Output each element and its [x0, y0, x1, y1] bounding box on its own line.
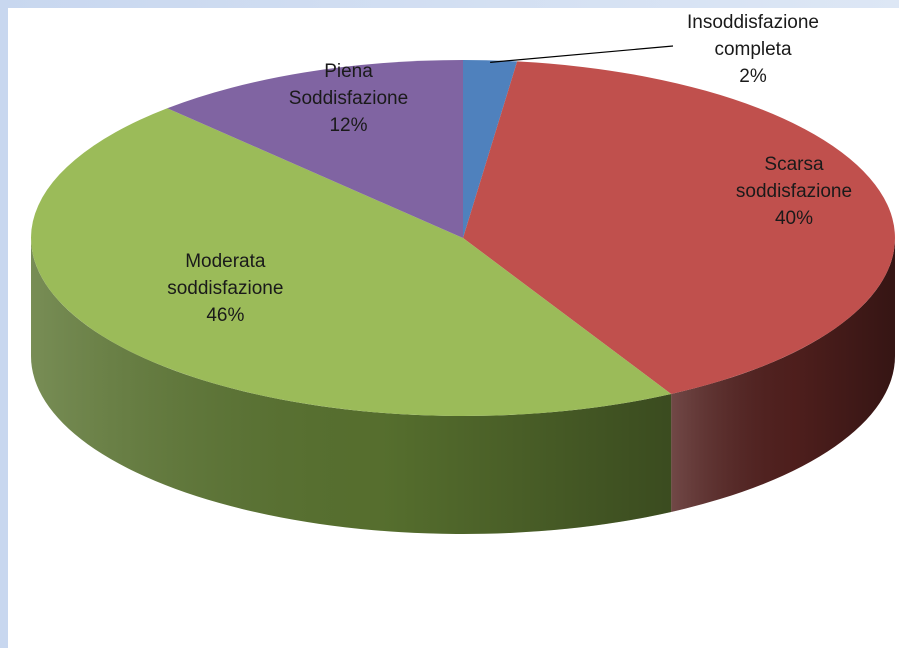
slice-name-label-2: soddisfazione	[167, 278, 283, 299]
pie-tops	[30, 60, 895, 417]
pie-slice-3	[167, 60, 464, 238]
pie-leader-lines	[490, 45, 674, 63]
leader-line-0	[490, 45, 674, 63]
pie-side-1	[671, 238, 895, 512]
slice-name-label-1: Scarsa	[764, 154, 824, 175]
slice-name-label-0: Insoddisfazione	[687, 12, 819, 33]
slice-name-label-3: Soddisfazione	[289, 88, 408, 109]
pie-chart: Insoddisfazione completa 2% Scarsa soddisfaz…	[30, 12, 895, 534]
slice-name-label-3: Piena	[324, 61, 373, 82]
chart-area: Insoddisfazione completa 2% Scarsa soddisfaz…	[8, 8, 899, 648]
pie-labels: Insoddisfazione completa 2% Scarsa soddisfaz…	[167, 12, 852, 326]
slice-name-label-1: soddisfazione	[736, 181, 852, 202]
slice-name-label-0: completa	[714, 39, 792, 60]
slice-percent-label-0: 2%	[739, 66, 767, 87]
pie-side-2	[31, 238, 672, 534]
slice-name-label-2: Moderata	[185, 251, 266, 272]
pie-slice-2	[30, 108, 672, 417]
pie-slice-0	[463, 60, 518, 238]
pie-sides	[31, 238, 895, 534]
pie-slice-1	[463, 61, 895, 394]
slice-percent-label-2: 46%	[206, 305, 244, 326]
slice-percent-label-1: 40%	[775, 208, 813, 229]
slice-percent-label-3: 12%	[329, 115, 367, 136]
